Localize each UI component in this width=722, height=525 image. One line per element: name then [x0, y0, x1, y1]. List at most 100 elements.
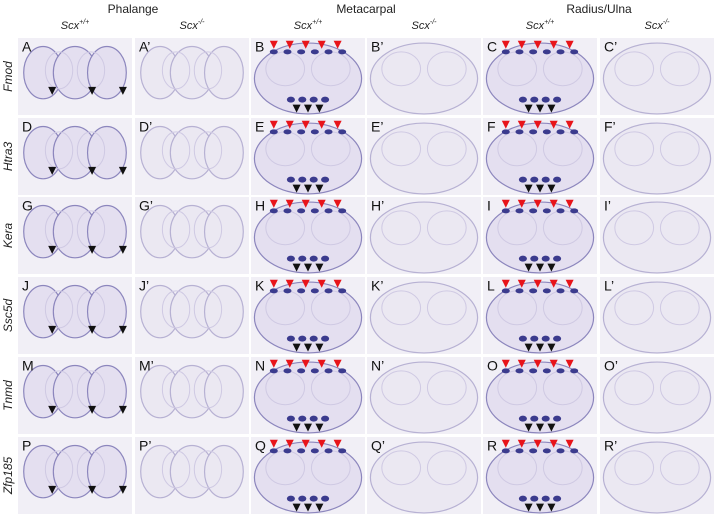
arrowhead	[547, 104, 556, 113]
arrowhead	[547, 343, 556, 352]
stain	[529, 49, 538, 55]
panel-letter: O	[487, 358, 498, 374]
stain	[310, 448, 319, 454]
arrowhead	[501, 359, 510, 368]
stain	[530, 96, 539, 103]
panel: B	[251, 38, 365, 115]
stain	[321, 96, 330, 103]
stain	[553, 96, 562, 103]
tissue-inner	[614, 370, 655, 406]
arrowhead	[301, 279, 310, 288]
stain	[501, 208, 510, 214]
panel: K	[251, 277, 365, 354]
arrowhead	[533, 40, 542, 49]
stain	[297, 49, 306, 55]
stain	[530, 415, 539, 422]
arrowhead	[48, 405, 57, 414]
stain	[321, 335, 330, 342]
arrowhead	[517, 120, 526, 129]
stain	[515, 288, 524, 294]
arrowhead	[118, 86, 127, 95]
stain	[529, 129, 538, 135]
stain	[298, 415, 307, 422]
arrowhead	[88, 245, 97, 254]
stain	[286, 415, 295, 422]
arrowhead	[547, 503, 556, 512]
stain	[541, 255, 550, 262]
arrowhead	[118, 485, 127, 494]
arrowhead	[285, 120, 294, 129]
tissue	[602, 122, 712, 195]
arrowhead	[549, 40, 558, 49]
stain	[515, 129, 524, 135]
stain	[310, 208, 319, 214]
stain	[518, 255, 527, 262]
tissue-inner	[193, 51, 223, 90]
panel-letter: I’	[604, 198, 611, 214]
tissue-inner	[161, 51, 191, 90]
panel: B’	[367, 38, 481, 115]
gene-label: Fmod	[1, 61, 15, 92]
panel-letter: K’	[371, 278, 383, 294]
tissue	[369, 441, 479, 514]
panel-letter: E’	[371, 119, 383, 135]
tissue-inner	[659, 450, 700, 486]
arrowhead	[565, 120, 574, 129]
stain	[286, 96, 295, 103]
arrowhead	[304, 423, 312, 432]
genotype-label: Scx+/+	[526, 19, 554, 32]
arrowhead	[269, 120, 278, 129]
panel: A’	[135, 38, 249, 115]
panel-letter: M	[22, 358, 34, 374]
tissue-inner	[426, 290, 467, 326]
tissue-inner	[426, 131, 467, 167]
stain	[542, 208, 551, 214]
stain	[338, 208, 347, 214]
panel: L’	[600, 277, 714, 354]
panel: N	[251, 357, 365, 434]
panel: L	[483, 277, 597, 354]
arrowhead	[292, 184, 301, 193]
stain	[529, 368, 538, 374]
stain	[338, 368, 347, 374]
tissue-inner	[381, 210, 422, 246]
arrowhead	[333, 40, 342, 49]
genotype-label: Scx-/-	[180, 19, 206, 32]
panel: N’	[367, 357, 481, 434]
tissue	[602, 281, 712, 354]
panel: G’	[135, 197, 249, 274]
stain	[321, 176, 330, 183]
arrowhead	[315, 343, 324, 352]
stain	[269, 448, 278, 454]
arrowhead	[292, 503, 301, 512]
arrowhead	[533, 359, 542, 368]
arrowhead	[285, 439, 294, 448]
arrowhead	[517, 359, 526, 368]
panel-letter: L	[487, 278, 495, 294]
stain	[542, 368, 551, 374]
arrowhead	[501, 279, 510, 288]
tissue	[485, 441, 595, 514]
arrowhead	[118, 405, 127, 414]
arrowhead	[315, 423, 324, 432]
genotype-name: Scx	[61, 20, 80, 32]
tissue-inner	[193, 370, 223, 409]
tissue	[86, 204, 127, 259]
genotype-sup: +/+	[312, 19, 322, 26]
panel: R	[483, 437, 597, 514]
tissue	[602, 361, 712, 434]
panel-letter: A	[22, 39, 32, 55]
tissue-inner	[381, 51, 422, 87]
tissue	[369, 361, 479, 434]
tissue-inner	[44, 51, 74, 90]
panel-letter: F’	[604, 119, 616, 135]
panel: J’	[135, 277, 249, 354]
gene-label: Kera	[1, 223, 15, 249]
stain	[310, 368, 319, 374]
panel-letter: C’	[604, 39, 617, 55]
arrowhead	[301, 359, 310, 368]
arrowhead	[333, 439, 342, 448]
panel-letter: P	[22, 438, 31, 454]
stain	[338, 288, 347, 294]
